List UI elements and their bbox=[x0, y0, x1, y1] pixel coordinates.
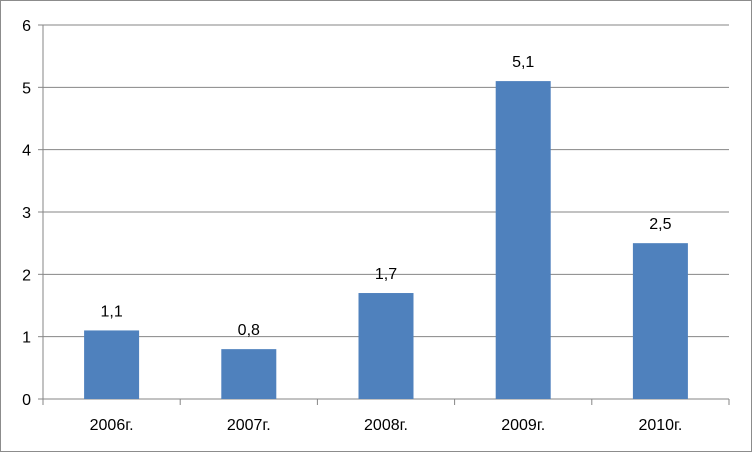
y-tick-label: 5 bbox=[22, 80, 31, 97]
data-label: 1,1 bbox=[100, 303, 122, 320]
x-tick-label: 2008г. bbox=[364, 417, 408, 434]
x-tick-label: 2007г. bbox=[227, 417, 271, 434]
y-tick-label: 3 bbox=[22, 205, 31, 222]
y-tick-label: 2 bbox=[22, 267, 31, 284]
bar-2010г. bbox=[632, 243, 688, 399]
bars bbox=[84, 81, 688, 399]
y-tick-label: 1 bbox=[22, 330, 31, 347]
bar-2007г. bbox=[221, 349, 277, 399]
x-tick-label: 2009г. bbox=[501, 417, 545, 434]
bar-2006г. bbox=[84, 330, 140, 399]
data-label: 0,8 bbox=[238, 322, 260, 339]
data-label: 5,1 bbox=[512, 54, 534, 71]
data-label: 1,7 bbox=[375, 266, 397, 283]
gridlines bbox=[43, 24, 729, 338]
bar-2008г. bbox=[358, 293, 414, 399]
y-tick-label: 0 bbox=[22, 392, 31, 409]
x-tick-label: 2006г. bbox=[90, 417, 134, 434]
labels: 0 1 2 3 4 5 6 1,1 2006г. 0,8 2007г. 1,7 2008г. 5,1 200… bbox=[22, 18, 682, 434]
y-tick-label: 6 bbox=[22, 18, 31, 35]
x-tick-label: 2010г. bbox=[638, 417, 682, 434]
data-label: 2,5 bbox=[649, 216, 671, 233]
bar-2009г. bbox=[495, 81, 551, 399]
y-tick-label: 4 bbox=[22, 143, 31, 160]
